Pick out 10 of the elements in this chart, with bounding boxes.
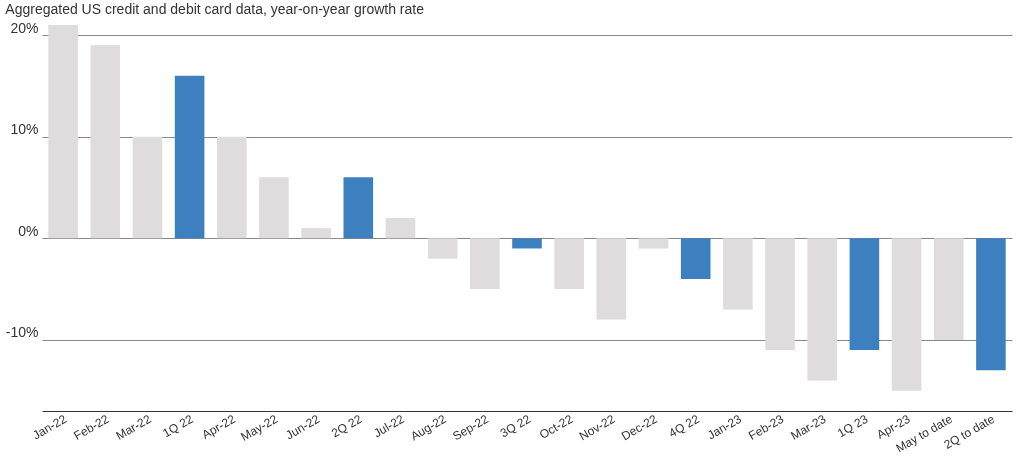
x-tick-label: 4Q 22 — [666, 411, 702, 441]
y-tick-label: 20% — [10, 19, 39, 36]
x-tick-label: 2Q 22 — [328, 411, 365, 441]
x-tick-label: 1Q 23 — [835, 411, 871, 441]
y-tick-label: 0% — [18, 222, 39, 239]
x-tick-label: 3Q 22 — [497, 411, 534, 441]
chart-title: Aggregated US credit and debit card data, year-on-year growth rate — [5, 1, 425, 18]
y-tick-label: 10% — [10, 121, 39, 138]
x-tick-label: 1Q 22 — [160, 411, 196, 441]
y-tick-label: -10% — [5, 324, 39, 341]
